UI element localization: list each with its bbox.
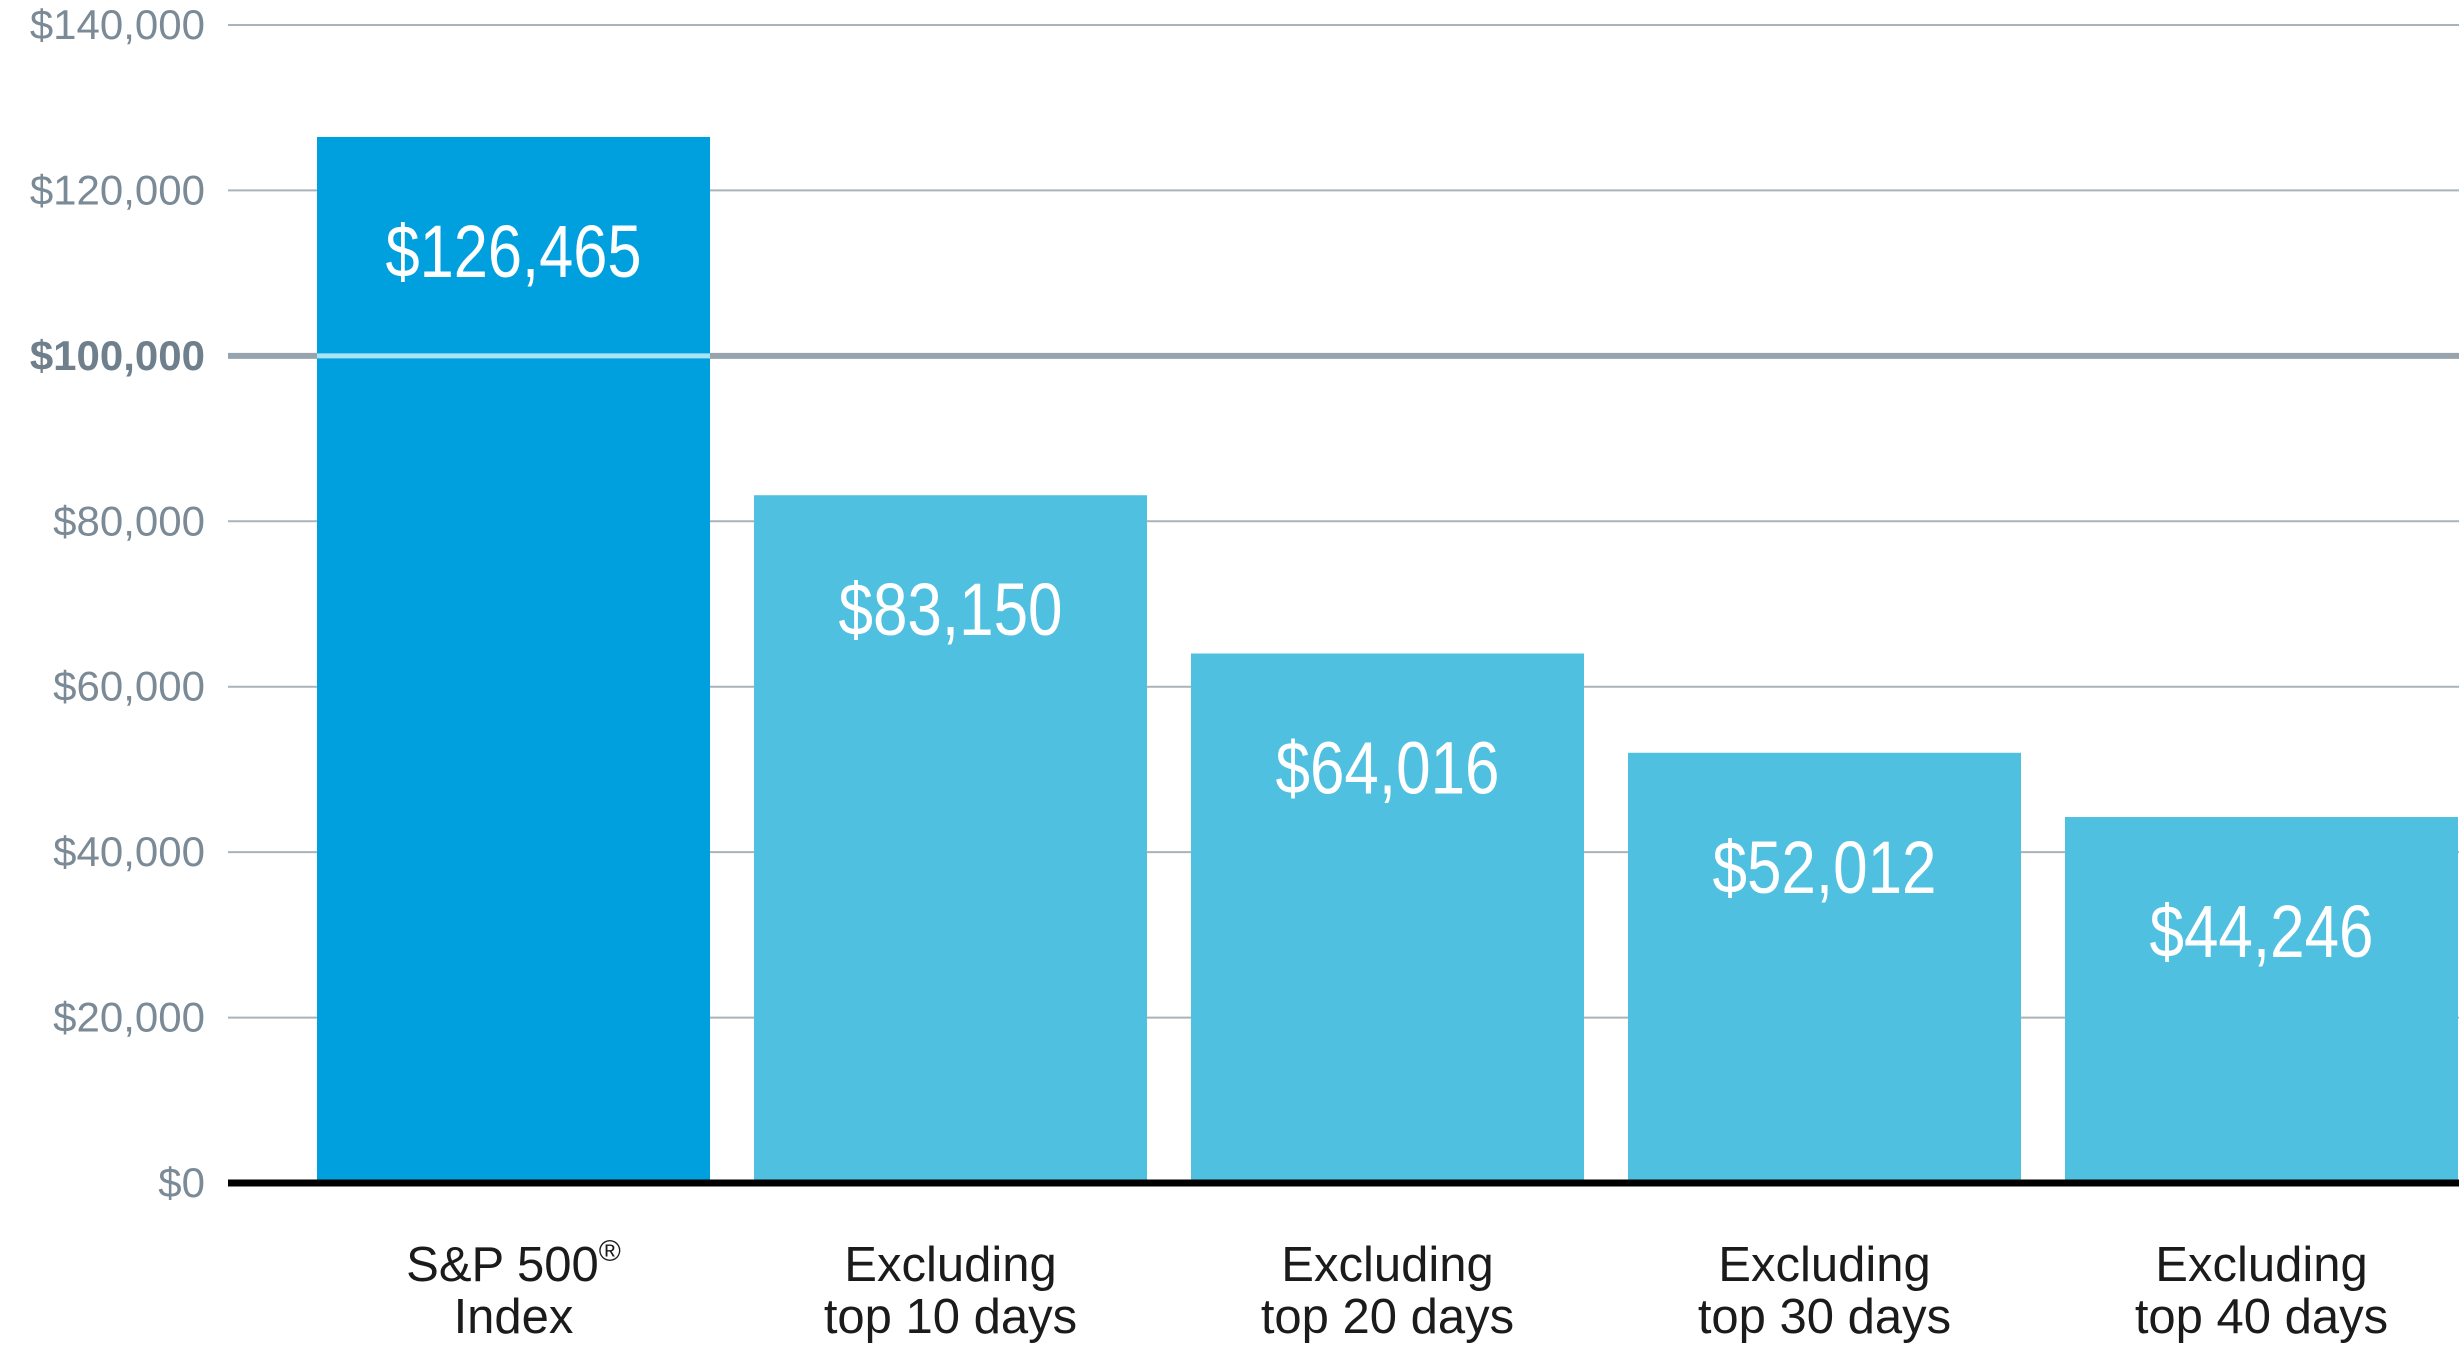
category-label-line-1: Excluding bbox=[1281, 1238, 1493, 1292]
category-label-line-2: top 30 days bbox=[1698, 1290, 1951, 1344]
bar bbox=[2065, 817, 2458, 1183]
y-tick-label: $0 bbox=[158, 1159, 205, 1206]
bar-value-labels: $126,465 $83,150 $64,016 $52,012 $44,246 bbox=[386, 210, 2374, 973]
bar bbox=[1628, 752, 2021, 1183]
category-label-line-2: top 10 days bbox=[824, 1290, 1077, 1344]
bar-value-label: $64,016 bbox=[1276, 726, 1500, 809]
bar bbox=[754, 495, 1147, 1183]
category-label-line-1: S&P 500® bbox=[406, 1235, 621, 1292]
bar-value-label: $83,150 bbox=[839, 568, 1063, 651]
y-tick-label: $80,000 bbox=[53, 497, 205, 544]
category-label-line-2: top 20 days bbox=[1261, 1290, 1514, 1344]
y-tick-label: $40,000 bbox=[53, 828, 205, 875]
registered-mark: ® bbox=[599, 1235, 621, 1268]
category-label-line-1: Excluding bbox=[2155, 1238, 2367, 1292]
category-label-line-1: Excluding bbox=[1718, 1238, 1930, 1292]
category-label-line-2: Index bbox=[454, 1290, 574, 1344]
bar bbox=[317, 136, 710, 1184]
category-label-line-2: top 40 days bbox=[2135, 1290, 2388, 1344]
y-tick-label: $100,000 bbox=[30, 332, 205, 379]
category-label-line-1: Excluding bbox=[844, 1238, 1056, 1292]
y-tick-label: $20,000 bbox=[53, 994, 205, 1041]
bar-value-label: $52,012 bbox=[1713, 826, 1937, 909]
y-tick-label: $60,000 bbox=[53, 663, 205, 710]
y-axis-tick-labels: $0 $20,000 $40,000 $60,000 $80,000 $100,000 $1… bbox=[30, 1, 205, 1206]
bar-value-label: $44,246 bbox=[2150, 890, 2374, 973]
bar-value-label: $126,465 bbox=[386, 210, 642, 293]
bar bbox=[1191, 653, 1584, 1183]
y-tick-label: $120,000 bbox=[30, 166, 205, 213]
y-tick-label: $140,000 bbox=[30, 1, 205, 48]
bars bbox=[317, 136, 2458, 1184]
